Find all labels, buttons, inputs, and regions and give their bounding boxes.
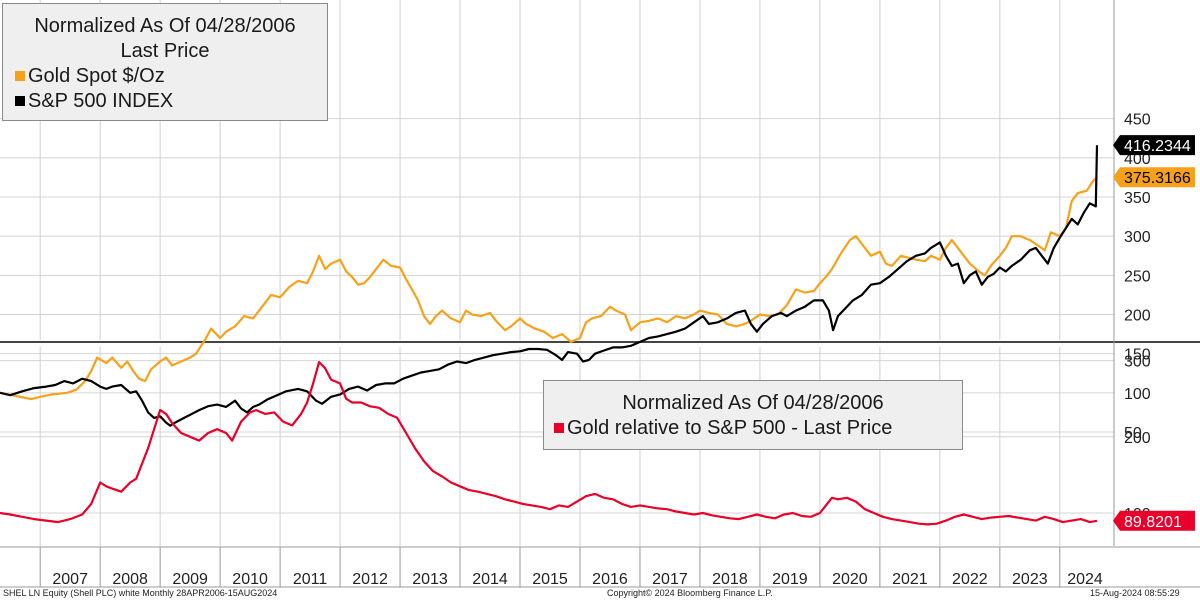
y-tick-label-top: 450 — [1124, 112, 1151, 129]
x-tick-label: 2017 — [652, 571, 688, 588]
legend-label-spx: S&P 500 INDEX — [28, 90, 174, 112]
legend-item-spx: S&P 500 INDEX — [3, 89, 327, 114]
y-tick-label-top: 50 — [1124, 425, 1142, 442]
last-value-gold-relative: 89.8201 — [1124, 514, 1182, 531]
gold-swatch-icon — [15, 71, 25, 81]
x-tick-label: 2009 — [172, 571, 208, 588]
x-tick-label: 2018 — [712, 571, 748, 588]
y-tick-label-top: 150 — [1124, 347, 1151, 364]
last-value-gold-bg — [1113, 167, 1195, 188]
x-tick-label: 2016 — [592, 571, 628, 588]
x-tick-label: 2022 — [952, 571, 988, 588]
top-legend: Normalized As Of 04/28/2006 Last Price G… — [2, 3, 328, 121]
ratio-swatch-icon — [554, 423, 564, 433]
spx-swatch-icon — [15, 96, 25, 106]
top-legend-subtitle: Last Price — [120, 40, 210, 62]
y-tick-label-top: 250 — [1124, 268, 1151, 285]
footer-center: Copyright© 2024 Bloomberg Finance L.P. — [607, 588, 773, 598]
last-value-gold-relative-bg — [1113, 510, 1195, 531]
y-tick-label-bottom: 200 — [1124, 430, 1151, 447]
x-tick-label: 2020 — [832, 571, 868, 588]
x-tick-label: 2012 — [352, 571, 388, 588]
x-tick-label: 2010 — [232, 571, 268, 588]
x-tick-label: 2024 — [1067, 571, 1103, 588]
series-line-gold-relative — [0, 361, 1098, 526]
x-tick-label: 2008 — [112, 571, 148, 588]
footer-right: 15-Aug-2024 08:55:29 — [1090, 588, 1180, 598]
last-value-spx-bg — [1113, 135, 1195, 156]
x-tick-label: 2013 — [412, 571, 448, 588]
legend-label-ratio: Gold relative to S&P 500 - Last Price — [567, 417, 893, 439]
y-tick-label-bottom: 300 — [1124, 354, 1151, 371]
y-tick-label-top: 200 — [1124, 308, 1151, 325]
top-legend-title: Normalized As Of 04/28/2006 — [34, 15, 296, 37]
footer-left: SHEL LN Equity (Shell PLC) white Monthly… — [3, 588, 278, 598]
bottom-legend: Normalized As Of 04/28/2006 Gold relativ… — [543, 380, 963, 450]
x-tick-label: 2019 — [772, 571, 808, 588]
x-tick-label: 2011 — [293, 571, 328, 588]
legend-item-gold: Gold Spot $/Oz — [3, 64, 327, 89]
legend-item-ratio: Gold relative to S&P 500 - Last Price — [544, 416, 962, 441]
x-tick-label: 2007 — [52, 571, 88, 588]
y-tick-label-top: 300 — [1124, 229, 1151, 246]
series-line-gold — [0, 176, 1098, 401]
last-value-gold: 375.3166 — [1124, 170, 1191, 187]
y-tick-label-top: 350 — [1124, 190, 1151, 207]
last-value-spx: 416.2344 — [1124, 138, 1191, 155]
x-tick-label: 2015 — [532, 571, 568, 588]
y-tick-label-top: 100 — [1124, 386, 1151, 403]
x-tick-label: 2023 — [1012, 571, 1048, 588]
legend-label-gold: Gold Spot $/Oz — [28, 65, 165, 87]
series-line-spx — [0, 145, 1099, 427]
bottom-legend-title: Normalized As Of 04/28/2006 — [622, 392, 884, 414]
x-tick-label: 2014 — [472, 571, 508, 588]
x-tick-label: 2021 — [892, 571, 928, 588]
